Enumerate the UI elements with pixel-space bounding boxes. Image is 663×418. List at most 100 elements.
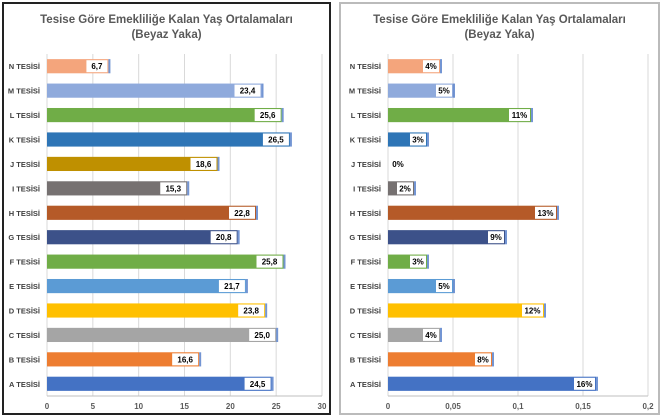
x-tick-label: 10 xyxy=(134,402,143,411)
bar xyxy=(47,230,238,245)
bar xyxy=(388,303,544,318)
bar-edge xyxy=(217,156,220,172)
chart-title: Tesise Göre Emekliliğe Kalan Yaş Ortalam… xyxy=(40,14,293,26)
data-label: 23,8 xyxy=(243,307,259,316)
bar-edge xyxy=(261,83,264,98)
data-label: 4% xyxy=(425,62,437,71)
category-label: A TESİSİ xyxy=(9,380,40,389)
category-label: B TESİSİ xyxy=(350,355,381,364)
bar xyxy=(388,205,557,220)
data-label: 12% xyxy=(524,307,540,316)
data-label: 25,8 xyxy=(262,258,278,267)
data-label-box xyxy=(244,377,271,390)
category-label: I TESİSİ xyxy=(353,184,381,193)
category-label: D TESİSİ xyxy=(350,307,381,316)
data-label: 16,6 xyxy=(177,355,193,364)
data-label-box xyxy=(423,328,439,341)
bar-edge xyxy=(453,83,455,98)
bar xyxy=(47,327,277,343)
data-label: 11% xyxy=(512,111,528,120)
bar-edge xyxy=(440,59,442,74)
data-label: 26,5 xyxy=(268,136,284,145)
data-label-box xyxy=(218,280,245,293)
data-label-box xyxy=(160,182,187,195)
x-tick-label: 0,2 xyxy=(642,402,654,411)
data-label: 16% xyxy=(576,380,592,389)
data-label-box xyxy=(410,133,426,146)
bar xyxy=(47,156,218,172)
x-tick-label: 0,05 xyxy=(445,402,461,411)
category-label: J TESİSİ xyxy=(10,160,40,169)
chart-subtitle: (Beyaz Yaka) xyxy=(464,29,535,41)
data-label-box xyxy=(522,304,543,317)
data-label: 9% xyxy=(490,233,502,242)
bar-edge xyxy=(283,254,286,269)
data-label-box xyxy=(436,280,452,293)
category-label: F TESİSİ xyxy=(10,258,40,267)
bar-edge xyxy=(453,278,455,294)
data-label-box xyxy=(249,328,276,341)
data-label: 20,8 xyxy=(216,233,232,242)
bar-edge xyxy=(199,352,202,367)
data-label-box xyxy=(436,84,452,97)
data-label-box xyxy=(172,353,199,366)
bar-edge xyxy=(108,59,111,74)
x-tick-label: 20 xyxy=(226,402,235,411)
data-label-box xyxy=(238,304,265,317)
data-label: 13% xyxy=(537,209,553,218)
category-label: C TESİSİ xyxy=(9,331,40,340)
bar-edge xyxy=(187,181,190,196)
bar-edge xyxy=(245,278,248,294)
data-label: 25,6 xyxy=(260,111,276,120)
x-tick-label: 30 xyxy=(318,402,327,411)
category-label: C TESİSİ xyxy=(350,331,381,340)
data-label: 23,4 xyxy=(240,87,256,96)
category-label: L TESİSİ xyxy=(10,111,40,120)
data-label-box xyxy=(229,206,255,219)
data-label-box xyxy=(509,109,530,122)
data-label: 2% xyxy=(399,184,411,193)
data-label-box xyxy=(475,353,491,366)
bar-edge xyxy=(544,303,546,318)
category-label: M TESİSİ xyxy=(8,87,40,96)
data-label-box xyxy=(574,377,595,390)
bar-edge xyxy=(557,205,559,220)
data-label-box xyxy=(256,255,283,268)
data-label-box xyxy=(262,133,289,146)
category-label: J TESİSİ xyxy=(351,160,381,169)
category-label: L TESİSİ xyxy=(351,111,381,120)
category-label: M TESİSİ xyxy=(349,87,381,96)
bar xyxy=(47,181,188,196)
bar xyxy=(388,107,531,123)
bar-edge xyxy=(531,107,533,123)
bar xyxy=(47,254,284,269)
category-label: G TESİSİ xyxy=(8,233,40,242)
data-label: 3% xyxy=(412,136,424,145)
data-label: 24,5 xyxy=(250,380,266,389)
data-label: 4% xyxy=(425,331,437,340)
bar-edge xyxy=(440,327,442,343)
bar-edge xyxy=(427,254,429,269)
category-label: A TESİSİ xyxy=(350,380,381,389)
bar xyxy=(47,205,256,220)
bar-edge xyxy=(505,230,507,245)
data-label: 6,7 xyxy=(91,62,103,71)
bar xyxy=(47,107,282,123)
x-tick-label: 0,15 xyxy=(575,402,591,411)
category-label: H TESİSİ xyxy=(350,209,381,218)
data-label-box xyxy=(488,231,504,244)
bar xyxy=(47,83,262,98)
bar-edge xyxy=(281,107,284,123)
data-label: 5% xyxy=(438,87,450,96)
category-label: D TESİSİ xyxy=(9,307,40,316)
bar xyxy=(388,230,505,245)
bar-edge xyxy=(271,376,274,391)
data-label: 22,8 xyxy=(234,209,250,218)
bar-edge xyxy=(427,132,429,147)
data-label-box xyxy=(423,60,439,73)
bar-edge xyxy=(596,376,598,391)
data-label: 18,6 xyxy=(196,160,212,169)
data-label: 25,0 xyxy=(254,331,270,340)
data-label-box xyxy=(190,157,217,170)
category-label: G TESİSİ xyxy=(349,233,381,242)
